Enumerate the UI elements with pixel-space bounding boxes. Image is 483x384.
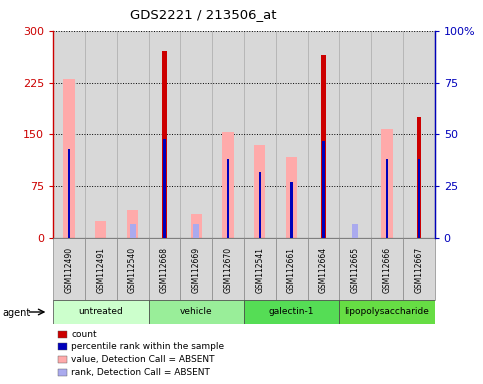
Bar <box>403 31 435 238</box>
Bar <box>163 139 166 238</box>
Bar <box>117 31 149 238</box>
Bar <box>403 31 435 238</box>
Bar <box>180 31 212 238</box>
Bar <box>180 31 212 238</box>
Bar <box>149 31 180 238</box>
Bar <box>382 129 393 238</box>
Bar <box>244 31 276 238</box>
Text: lipopolysaccharide: lipopolysaccharide <box>344 308 429 316</box>
Bar <box>259 172 261 238</box>
FancyBboxPatch shape <box>276 238 308 300</box>
FancyBboxPatch shape <box>339 300 435 324</box>
FancyBboxPatch shape <box>149 238 180 300</box>
Bar <box>290 182 293 238</box>
FancyBboxPatch shape <box>339 238 371 300</box>
Text: GSM112491: GSM112491 <box>96 247 105 293</box>
Bar <box>321 55 326 238</box>
Text: GSM112540: GSM112540 <box>128 247 137 293</box>
Text: vehicle: vehicle <box>180 308 213 316</box>
Bar <box>286 157 297 238</box>
Bar <box>352 223 358 238</box>
Bar <box>127 210 138 238</box>
FancyBboxPatch shape <box>117 238 149 300</box>
FancyBboxPatch shape <box>212 238 244 300</box>
Bar <box>95 221 106 238</box>
Text: agent: agent <box>2 308 30 318</box>
Text: count: count <box>71 329 97 339</box>
Text: GSM112490: GSM112490 <box>65 247 73 293</box>
Text: GSM112668: GSM112668 <box>160 247 169 293</box>
Text: GSM112665: GSM112665 <box>351 247 360 293</box>
Bar <box>53 31 85 238</box>
Bar <box>53 31 85 238</box>
Bar <box>371 31 403 238</box>
Text: GSM112670: GSM112670 <box>224 247 232 293</box>
Bar <box>149 31 180 238</box>
Bar <box>276 31 308 238</box>
Bar <box>117 31 149 238</box>
FancyBboxPatch shape <box>244 300 339 324</box>
Bar <box>227 159 229 238</box>
Text: GSM112661: GSM112661 <box>287 247 296 293</box>
Text: GSM112669: GSM112669 <box>192 247 201 293</box>
Bar <box>63 79 74 238</box>
Bar <box>162 51 167 238</box>
Bar <box>276 31 308 238</box>
Bar <box>308 31 339 238</box>
Text: GSM112666: GSM112666 <box>383 247 392 293</box>
Text: rank, Detection Call = ABSENT: rank, Detection Call = ABSENT <box>71 367 211 377</box>
FancyBboxPatch shape <box>53 238 85 300</box>
Bar <box>418 159 420 238</box>
Bar <box>193 223 199 238</box>
Bar <box>371 31 403 238</box>
Text: untreated: untreated <box>78 308 123 316</box>
Bar <box>322 141 325 238</box>
Bar <box>308 31 339 238</box>
Bar <box>339 31 371 238</box>
FancyBboxPatch shape <box>308 238 339 300</box>
FancyBboxPatch shape <box>149 300 244 324</box>
Bar <box>416 117 421 238</box>
FancyBboxPatch shape <box>403 238 435 300</box>
Text: percentile rank within the sample: percentile rank within the sample <box>71 342 225 351</box>
Bar <box>212 31 244 238</box>
Bar <box>129 223 136 238</box>
Bar <box>254 145 265 238</box>
FancyBboxPatch shape <box>85 238 117 300</box>
FancyBboxPatch shape <box>53 300 149 324</box>
FancyBboxPatch shape <box>371 238 403 300</box>
Bar <box>68 149 70 238</box>
FancyBboxPatch shape <box>180 238 212 300</box>
Bar <box>386 159 388 238</box>
Bar <box>244 31 276 238</box>
Bar <box>223 132 234 238</box>
Text: value, Detection Call = ABSENT: value, Detection Call = ABSENT <box>71 355 215 364</box>
Text: GSM112667: GSM112667 <box>414 247 423 293</box>
Bar <box>85 31 117 238</box>
Bar <box>191 214 202 238</box>
Text: GSM112541: GSM112541 <box>256 247 264 293</box>
Text: galectin-1: galectin-1 <box>269 308 314 316</box>
Bar <box>212 31 244 238</box>
Text: GSM112664: GSM112664 <box>319 247 328 293</box>
Bar <box>85 31 117 238</box>
FancyBboxPatch shape <box>244 238 276 300</box>
Bar <box>339 31 371 238</box>
Text: GDS2221 / 213506_at: GDS2221 / 213506_at <box>129 8 276 21</box>
